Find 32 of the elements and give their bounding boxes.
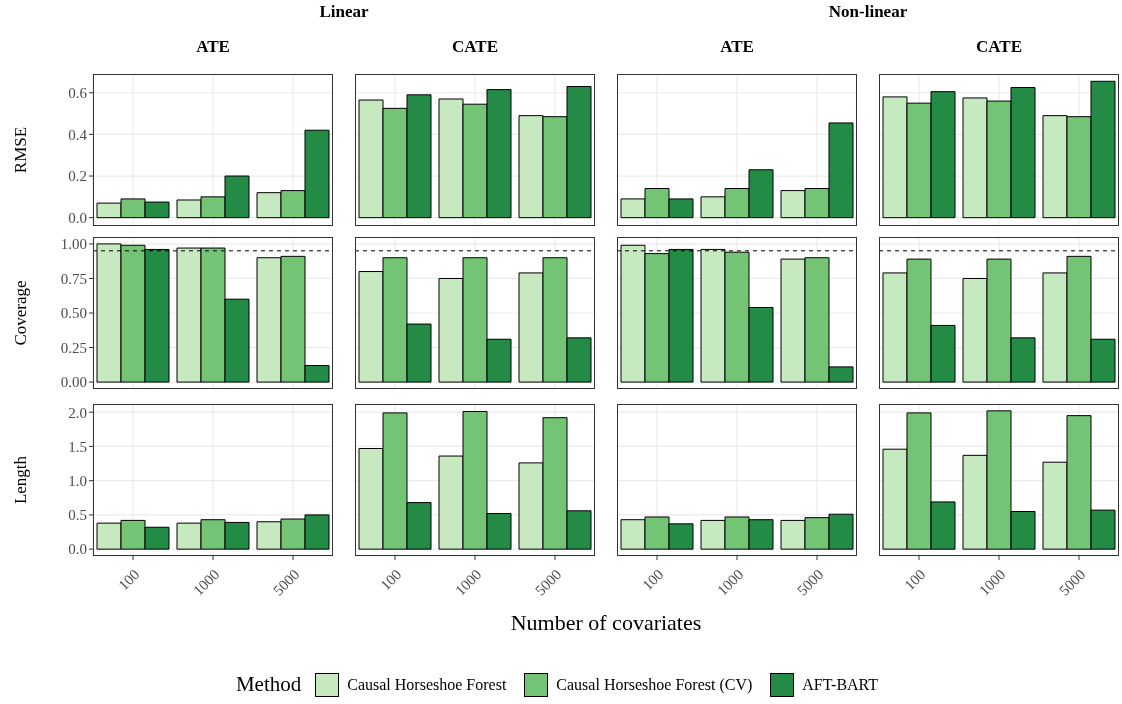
legend-label: AFT-BART	[802, 675, 879, 694]
y-tick-label: 1.0	[68, 473, 87, 490]
y-tick-label: 0.6	[68, 85, 88, 102]
y-tick-label: 0.4	[68, 126, 88, 143]
y-tick-label: 0.50	[60, 305, 87, 322]
chart-title: Linear	[318, 2, 370, 22]
y-tick-label: 0.25	[60, 339, 87, 356]
y-tick-label: 0.0	[68, 210, 87, 226]
y-axis-title: Coverage	[11, 280, 31, 346]
y-tick-label: 0.00	[60, 374, 87, 391]
y-tick-label: 1.5	[68, 438, 87, 455]
chart-subtitle: CATE	[975, 37, 1023, 57]
y-tick-label: 0.0	[68, 541, 87, 558]
y-tick-label: 0.5	[68, 507, 87, 524]
x-tick-label: 100	[377, 566, 405, 594]
y-axis-title: Length	[11, 455, 31, 505]
y-tick-label: 0.75	[60, 270, 87, 287]
chart-title: Non-linear	[827, 2, 909, 22]
legend-label: Causal Horseshoe Forest	[347, 675, 507, 694]
x-tick-label: 100	[901, 566, 929, 594]
y-tick-label: 2.0	[68, 404, 87, 421]
y-axis-title: RMSE	[11, 126, 31, 174]
chart-subtitle: ATE	[719, 37, 755, 57]
chart-subtitle: ATE	[195, 37, 231, 57]
chart-subtitle: CATE	[451, 37, 499, 57]
legend-title: Method	[235, 672, 302, 697]
x-tick-label: 100	[115, 566, 143, 594]
legend-label: Causal Horseshoe Forest (CV)	[556, 675, 753, 694]
x-tick-label: 100	[639, 566, 667, 594]
x-axis-title: Number of covariates	[509, 610, 703, 636]
y-tick-label: 0.2	[68, 168, 87, 185]
y-tick-label: 1.00	[60, 236, 87, 253]
